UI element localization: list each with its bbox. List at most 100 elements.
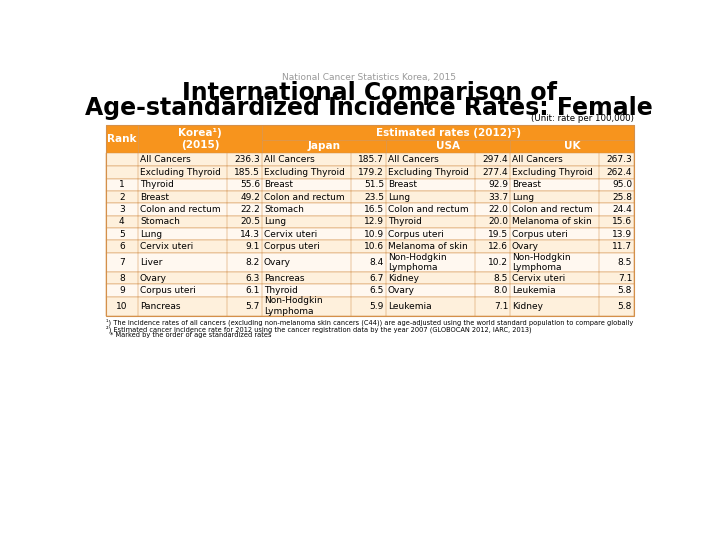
- Bar: [510, 140, 634, 153]
- Bar: [138, 125, 262, 153]
- Text: Corpus uteri: Corpus uteri: [140, 286, 196, 295]
- Text: 12.6: 12.6: [488, 242, 508, 251]
- Text: Rank: Rank: [107, 134, 137, 144]
- Text: UK: UK: [564, 141, 580, 151]
- Text: Ovary: Ovary: [140, 274, 167, 282]
- Text: Excluding Thyroid: Excluding Thyroid: [264, 168, 345, 177]
- Text: 2: 2: [119, 193, 125, 202]
- Text: 22.0: 22.0: [488, 205, 508, 214]
- Text: Leukemia: Leukemia: [512, 286, 556, 295]
- Text: 14.3: 14.3: [240, 230, 260, 239]
- Text: 7.1: 7.1: [494, 302, 508, 310]
- Bar: [106, 125, 138, 153]
- Text: (Unit: rate per 100,000): (Unit: rate per 100,000): [531, 113, 634, 123]
- Text: 9.1: 9.1: [246, 242, 260, 251]
- Text: 8.5: 8.5: [494, 274, 508, 282]
- Bar: [106, 204, 634, 215]
- Text: Thyroid: Thyroid: [264, 286, 298, 295]
- Text: Cervix uteri: Cervix uteri: [512, 274, 565, 282]
- Text: 7: 7: [119, 258, 125, 267]
- Text: 267.3: 267.3: [606, 154, 632, 164]
- Text: Non-Hodgkin
Lymphoma: Non-Hodgkin Lymphoma: [264, 296, 323, 316]
- Text: 5.8: 5.8: [618, 302, 632, 310]
- Text: 8.5: 8.5: [618, 258, 632, 267]
- Text: 277.4: 277.4: [482, 168, 508, 177]
- Text: Colon and rectum: Colon and rectum: [388, 205, 469, 214]
- Text: Ovary: Ovary: [512, 242, 539, 251]
- Text: 24.4: 24.4: [613, 205, 632, 214]
- Text: Corpus uteri: Corpus uteri: [264, 242, 320, 251]
- Text: Stomach: Stomach: [140, 218, 180, 226]
- Text: Estimated rates (2012)²): Estimated rates (2012)²): [376, 127, 521, 138]
- Text: Age-standardized Incidence Rates: Female: Age-standardized Incidence Rates: Female: [85, 96, 653, 120]
- Text: 6.7: 6.7: [370, 274, 384, 282]
- Text: Breast: Breast: [512, 180, 541, 190]
- Text: 10.2: 10.2: [488, 258, 508, 267]
- Text: 6.5: 6.5: [370, 286, 384, 295]
- Text: Melanoma of skin: Melanoma of skin: [388, 242, 468, 251]
- Bar: [106, 253, 634, 272]
- Text: 92.9: 92.9: [488, 180, 508, 190]
- Text: National Cancer Statistics Korea, 2015: National Cancer Statistics Korea, 2015: [282, 72, 456, 82]
- Text: 6: 6: [119, 242, 125, 251]
- Bar: [262, 140, 386, 153]
- Text: Ovary: Ovary: [388, 286, 415, 295]
- Text: Lung: Lung: [512, 193, 534, 202]
- Text: 8: 8: [119, 274, 125, 282]
- Text: All Cancers: All Cancers: [264, 154, 315, 164]
- Text: Corpus uteri: Corpus uteri: [512, 230, 568, 239]
- Text: Breast: Breast: [388, 180, 417, 190]
- Text: 12.9: 12.9: [364, 218, 384, 226]
- Text: ¹) The incidence rates of all cancers (excluding non-melanoma skin cancers (C44): ¹) The incidence rates of all cancers (e…: [106, 318, 633, 326]
- Text: 262.4: 262.4: [607, 168, 632, 177]
- Bar: [262, 125, 634, 140]
- Text: 8.4: 8.4: [370, 258, 384, 267]
- Text: Corpus uteri: Corpus uteri: [388, 230, 444, 239]
- Bar: [106, 125, 634, 316]
- Bar: [106, 215, 634, 228]
- Bar: [106, 179, 634, 191]
- Text: 19.5: 19.5: [488, 230, 508, 239]
- Bar: [106, 272, 634, 284]
- Text: 13.9: 13.9: [612, 230, 632, 239]
- Text: Korea¹)
(2015): Korea¹) (2015): [178, 128, 222, 150]
- Text: Lung: Lung: [264, 218, 286, 226]
- Text: Kidney: Kidney: [512, 302, 543, 310]
- Text: 6.1: 6.1: [246, 286, 260, 295]
- Text: 51.5: 51.5: [364, 180, 384, 190]
- Text: Excluding Thyroid: Excluding Thyroid: [388, 168, 469, 177]
- Text: 5.7: 5.7: [246, 302, 260, 310]
- Text: Non-Hodgkin
Lymphoma: Non-Hodgkin Lymphoma: [388, 253, 446, 272]
- Text: All Cancers: All Cancers: [512, 154, 563, 164]
- Text: 10.6: 10.6: [364, 242, 384, 251]
- Text: 11.7: 11.7: [612, 242, 632, 251]
- Text: Thyroid: Thyroid: [140, 180, 174, 190]
- Text: 55.6: 55.6: [240, 180, 260, 190]
- Text: USA: USA: [436, 141, 460, 151]
- Text: Lung: Lung: [388, 193, 410, 202]
- Text: 5.9: 5.9: [370, 302, 384, 310]
- Text: 95.0: 95.0: [612, 180, 632, 190]
- Text: Pancreas: Pancreas: [140, 302, 181, 310]
- Text: 16.5: 16.5: [364, 205, 384, 214]
- Text: 236.3: 236.3: [234, 154, 260, 164]
- Text: 4: 4: [119, 218, 125, 226]
- Text: 6.3: 6.3: [246, 274, 260, 282]
- Text: Kidney: Kidney: [388, 274, 419, 282]
- Text: 297.4: 297.4: [482, 154, 508, 164]
- Text: Cervix uteri: Cervix uteri: [264, 230, 318, 239]
- Text: 10: 10: [116, 302, 127, 310]
- Text: 7.1: 7.1: [618, 274, 632, 282]
- Text: 185.7: 185.7: [359, 154, 384, 164]
- Text: International Comparison of: International Comparison of: [181, 80, 557, 105]
- Text: Colon and rectum: Colon and rectum: [264, 193, 345, 202]
- Text: 15.6: 15.6: [612, 218, 632, 226]
- Text: 20.0: 20.0: [488, 218, 508, 226]
- Bar: [106, 191, 634, 204]
- Text: 22.2: 22.2: [240, 205, 260, 214]
- Text: 8.2: 8.2: [246, 258, 260, 267]
- Bar: [106, 240, 634, 253]
- Text: 20.5: 20.5: [240, 218, 260, 226]
- Text: Breast: Breast: [140, 193, 169, 202]
- Text: Breast: Breast: [264, 180, 293, 190]
